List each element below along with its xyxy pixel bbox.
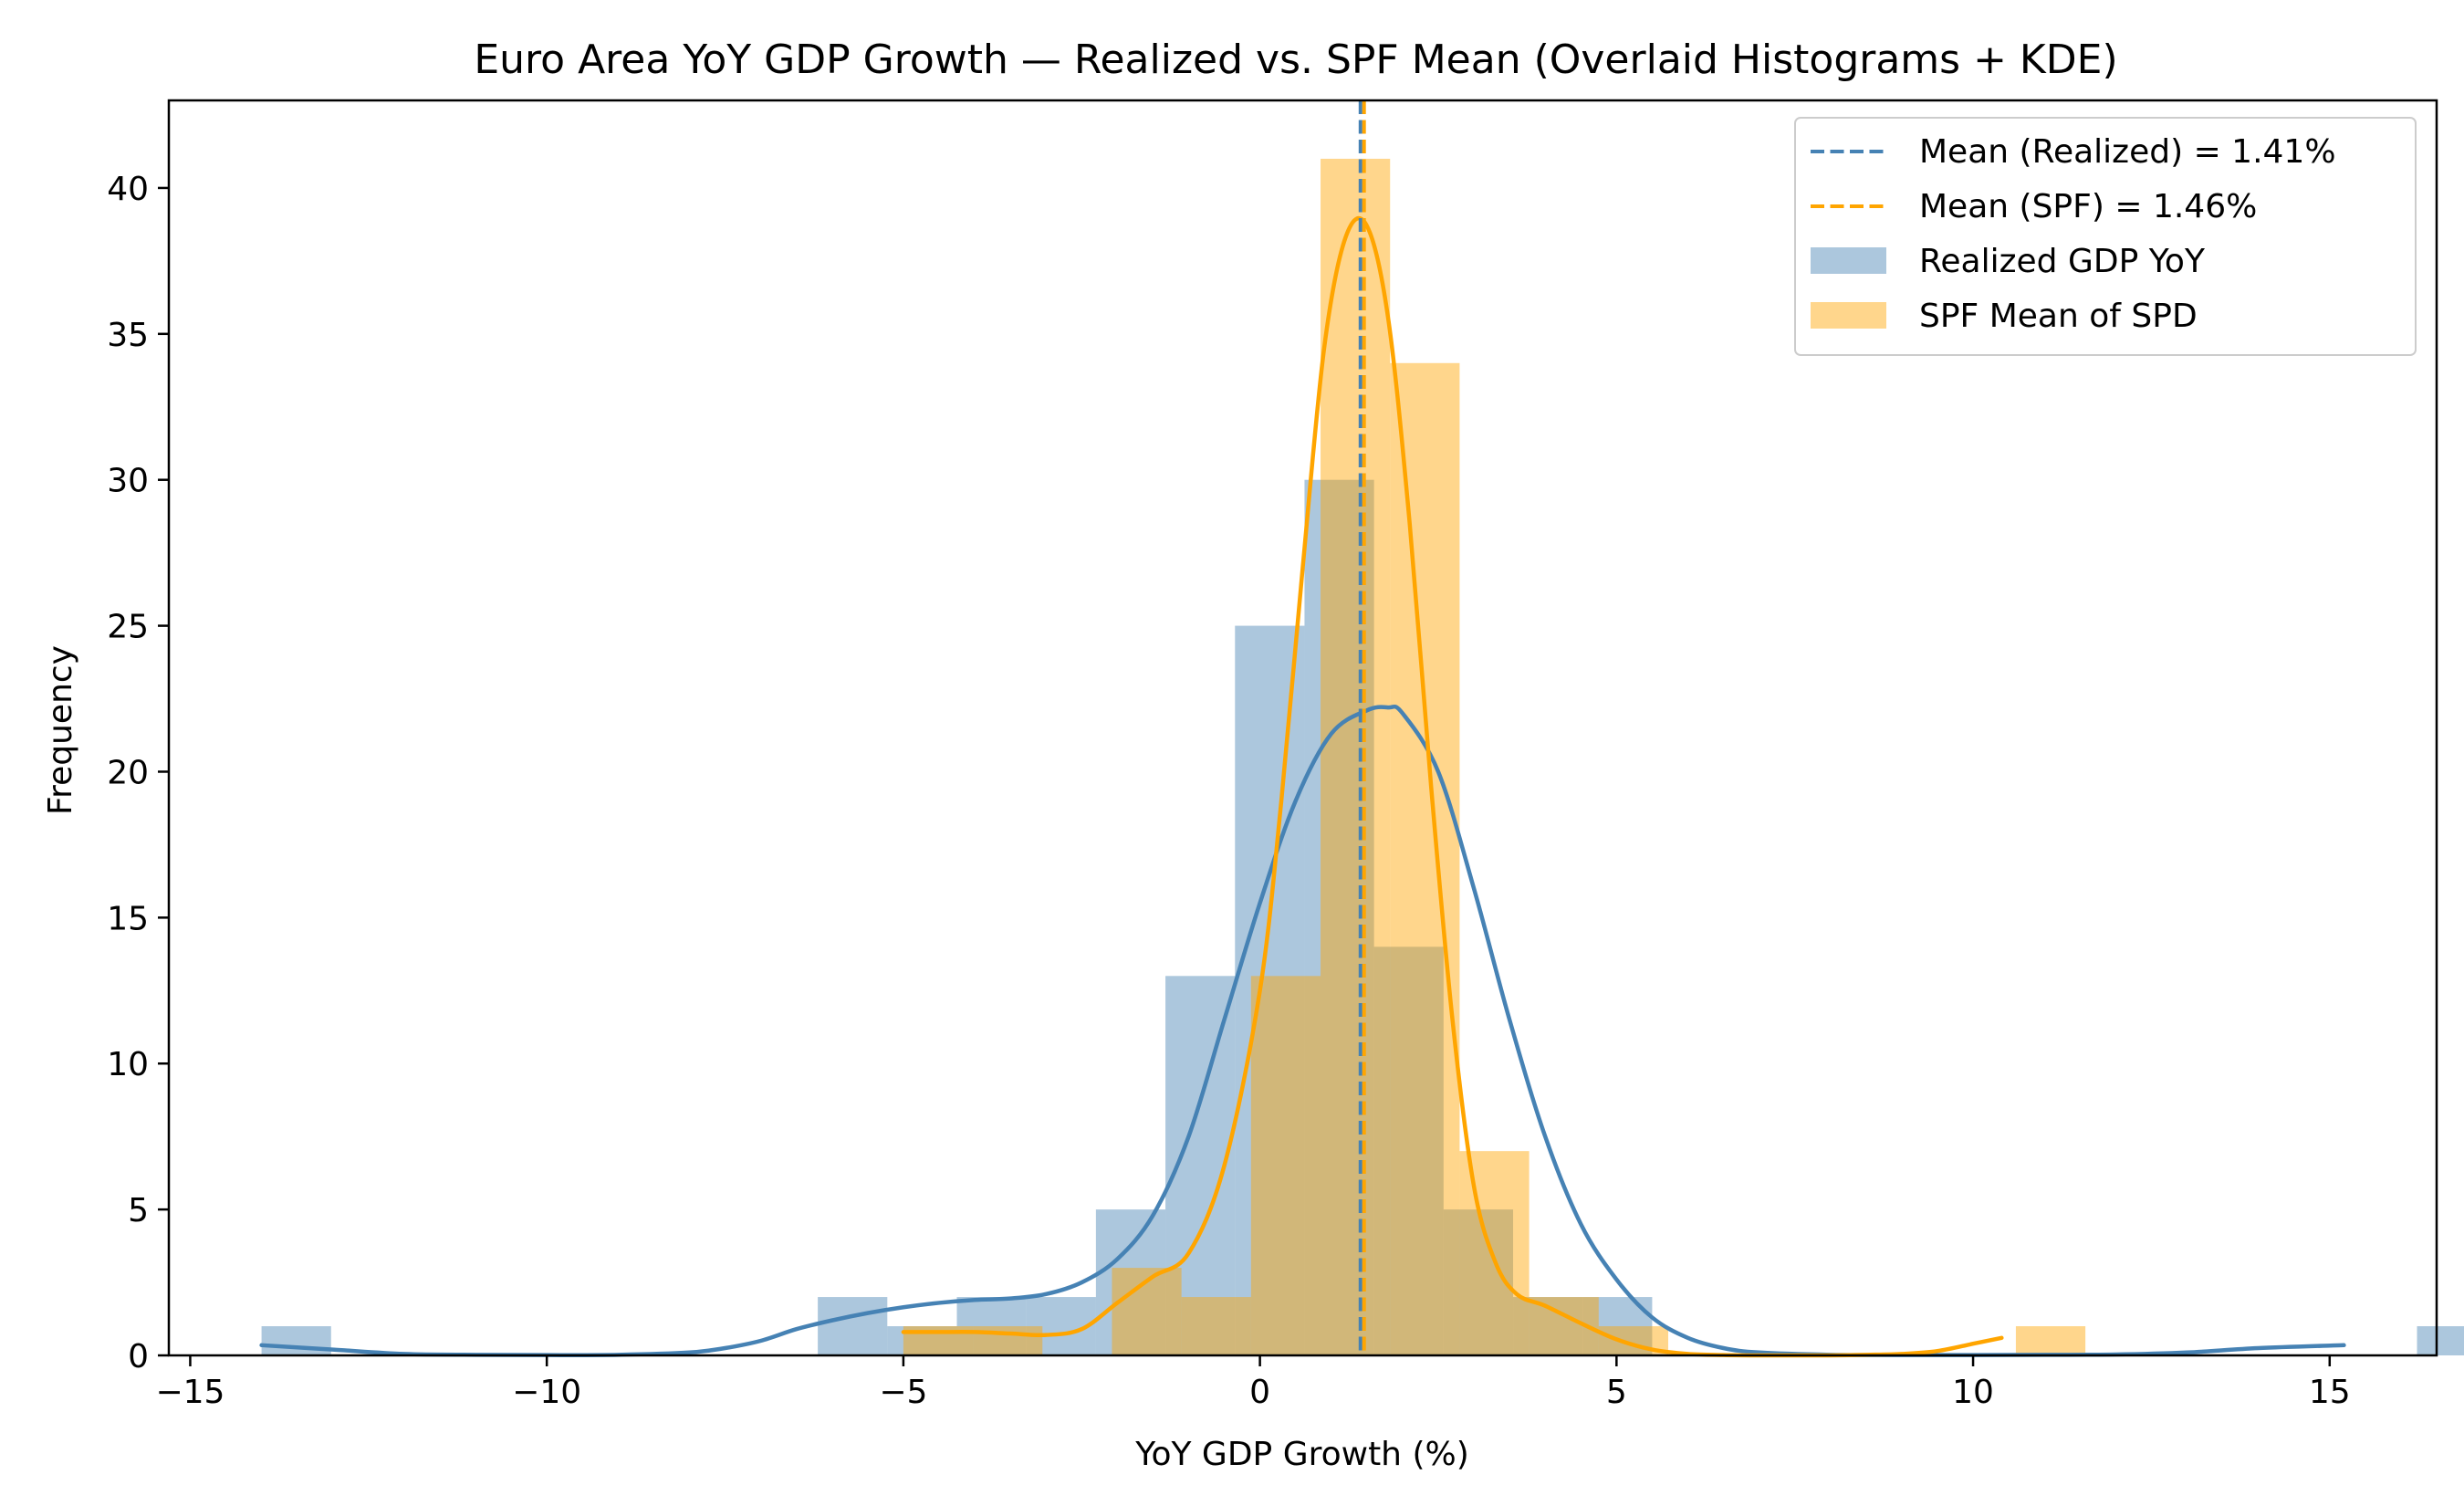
y-tick-label: 0 xyxy=(128,1338,149,1375)
y-tick-label: 30 xyxy=(107,463,149,500)
mean-lines xyxy=(1358,100,1366,1355)
y-tick-label: 35 xyxy=(107,317,149,354)
realized-bar xyxy=(1443,1209,1514,1355)
x-tick-label: 10 xyxy=(1952,1374,1994,1411)
axes-frame xyxy=(167,99,2438,1357)
y-tick-label: 20 xyxy=(107,754,149,791)
x-tick-label: −10 xyxy=(512,1374,581,1411)
x-axis-ticks: −15 −10 −5 0 5 10 15 xyxy=(155,1355,2351,1411)
legend-realized-label: Realized GDP YoY xyxy=(1919,243,2206,280)
realized-bar xyxy=(1373,946,1444,1355)
spf-bar xyxy=(1181,1297,1251,1355)
legend: Mean (Realized) = 1.41% Mean (SPF) = 1.4… xyxy=(1794,117,2417,356)
realized-bar xyxy=(1095,1209,1166,1355)
x-tick-label: −5 xyxy=(879,1374,927,1411)
legend-spf-label: SPF Mean of SPD xyxy=(1919,298,2198,335)
realized-histogram xyxy=(261,479,2464,1355)
chart-title: Euro Area YoY GDP Growth — Realized vs. … xyxy=(474,37,2117,83)
x-tick-label: −15 xyxy=(155,1374,224,1411)
y-tick-label: 15 xyxy=(107,900,149,937)
legend-mean-realized-label: Mean (Realized) = 1.41% xyxy=(1919,133,2336,171)
x-tick-label: 0 xyxy=(1249,1374,1270,1411)
y-tick-label: 10 xyxy=(107,1046,149,1083)
legend-realized-swatch xyxy=(1811,247,1886,274)
legend-spf-swatch xyxy=(1811,302,1886,329)
spf-histogram xyxy=(903,158,2086,1356)
realized-bar xyxy=(261,1326,331,1355)
spf-bar xyxy=(1321,158,1391,1356)
spf-bar xyxy=(1459,1151,1530,1355)
realized-bar xyxy=(1235,625,1305,1355)
spf-bar xyxy=(1390,362,1460,1355)
y-tick-label: 40 xyxy=(107,171,149,208)
spf-bar xyxy=(2015,1326,2086,1355)
y-tick-label: 5 xyxy=(128,1192,149,1229)
y-axis-ticks: 0 5 10 15 20 25 30 35 40 xyxy=(107,171,169,1375)
x-axis-label: YoY GDP Growth (%) xyxy=(1134,1436,1468,1473)
y-tick-label: 25 xyxy=(107,609,149,646)
plot-area xyxy=(259,100,2464,1358)
legend-mean-spf-label: Mean (SPF) = 1.46% xyxy=(1919,188,2257,225)
realized-bar xyxy=(818,1297,888,1355)
y-axis-label: Frequency xyxy=(42,645,79,815)
realized-bar xyxy=(956,1297,1027,1355)
spf-bar xyxy=(1250,976,1321,1355)
legend-frame xyxy=(1794,117,2417,356)
x-tick-label: 5 xyxy=(1606,1374,1627,1411)
x-tick-label: 15 xyxy=(2309,1374,2351,1411)
realized-bar xyxy=(2417,1326,2464,1355)
